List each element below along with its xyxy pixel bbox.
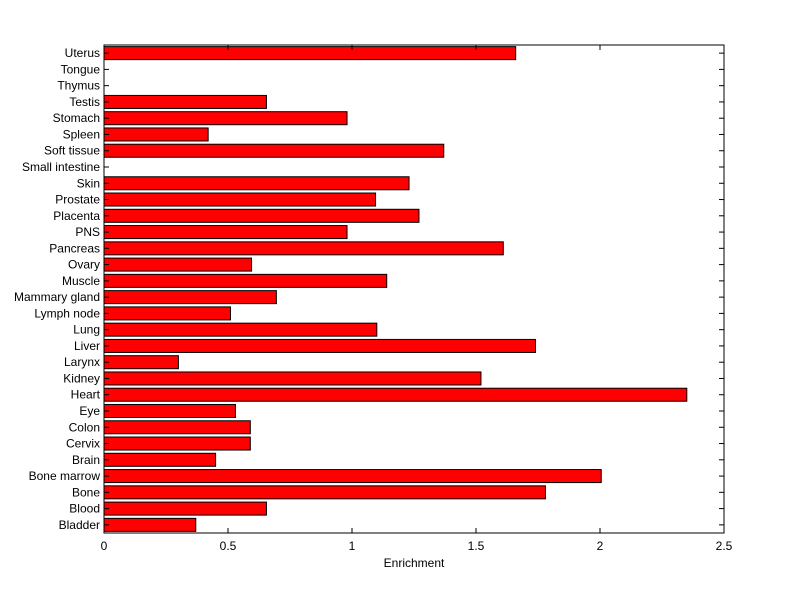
bar-larynx — [103, 355, 179, 370]
x-axis-title: Enrichment — [384, 556, 445, 570]
bar-liver — [103, 338, 537, 353]
y-tick-label: Placenta — [53, 209, 100, 223]
plot-background — [104, 45, 724, 533]
y-tick-label: Brain — [72, 453, 100, 467]
y-tick-label: Soft tissue — [44, 144, 100, 158]
bar-bone — [103, 485, 546, 500]
y-tick-label: Eye — [79, 404, 100, 418]
bar-colon — [103, 420, 251, 435]
bar-testis — [103, 94, 267, 109]
bar-placenta — [103, 208, 420, 223]
y-tick-label: Heart — [71, 388, 101, 402]
bar-brain — [103, 452, 217, 467]
x-tick-label: 1.5 — [468, 539, 485, 553]
bar-bone-marrow — [103, 469, 602, 484]
y-tick-label: Pancreas — [49, 241, 100, 255]
y-tick-label: Larynx — [64, 355, 100, 369]
y-ticks-group: Uterus Tongue Thymus Testis Stomach Spleen Sof… — [14, 46, 724, 532]
y-tick-label: Mammary gland — [14, 290, 100, 304]
y-tick-label: Blood — [69, 502, 100, 516]
y-tick-label: Liver — [74, 339, 100, 353]
bar-skin — [103, 176, 410, 191]
x-tick-label: 1 — [349, 539, 356, 553]
bar-muscle — [103, 273, 388, 288]
bar-lung — [103, 322, 378, 337]
bar-ovary — [103, 257, 253, 272]
y-tick-label: Spleen — [63, 127, 100, 141]
y-tick-label: Testis — [69, 95, 100, 109]
bar-cervix — [103, 436, 251, 451]
y-tick-label: Uterus — [65, 46, 100, 60]
y-tick-label: Bone marrow — [29, 469, 101, 483]
bar-heart — [103, 387, 688, 402]
y-tick-label: Kidney — [63, 371, 100, 385]
y-tick-label: Stomach — [53, 111, 100, 125]
y-tick-label: Thymus — [57, 79, 100, 93]
y-tick-label: Bone — [72, 485, 100, 499]
y-tick-label: Ovary — [68, 258, 100, 272]
bar-kidney — [103, 371, 482, 386]
y-tick-label: Cervix — [66, 437, 100, 451]
bar-stomach — [103, 111, 348, 126]
bar-pancreas — [103, 241, 504, 256]
x-tick-label: 0.5 — [220, 539, 237, 553]
y-tick-label: Skin — [77, 176, 100, 190]
bar-uterus — [103, 46, 517, 61]
x-tick-label: 2 — [597, 539, 604, 553]
y-tick-label: PNS — [75, 225, 100, 239]
x-tick-label: 0 — [101, 539, 108, 553]
bar-lymph-node — [103, 306, 231, 321]
y-tick-label: Lymph node — [34, 306, 100, 320]
plot-frame — [103, 44, 725, 534]
y-tick-label: Bladder — [59, 518, 100, 532]
y-tick-label: Small intestine — [22, 160, 100, 174]
bar-mammary-gland — [103, 290, 277, 305]
bar-blood — [103, 501, 267, 516]
y-tick-label: Muscle — [62, 274, 100, 288]
y-tick-label: Colon — [69, 420, 100, 434]
bar-eye — [103, 403, 236, 419]
bar-bladder — [103, 517, 197, 532]
y-tick-label: Prostate — [55, 193, 100, 207]
bar-soft-tissue — [103, 143, 445, 158]
y-tick-label: Lung — [73, 323, 100, 337]
bar-prostate — [103, 192, 377, 207]
bar-spleen — [103, 127, 209, 142]
bar-pns — [103, 225, 348, 240]
x-ticks-group: 0 0.5 1 1.5 2 2.5 — [101, 45, 733, 553]
x-tick-label: 2.5 — [716, 539, 733, 553]
y-tick-label: Tongue — [61, 62, 101, 76]
